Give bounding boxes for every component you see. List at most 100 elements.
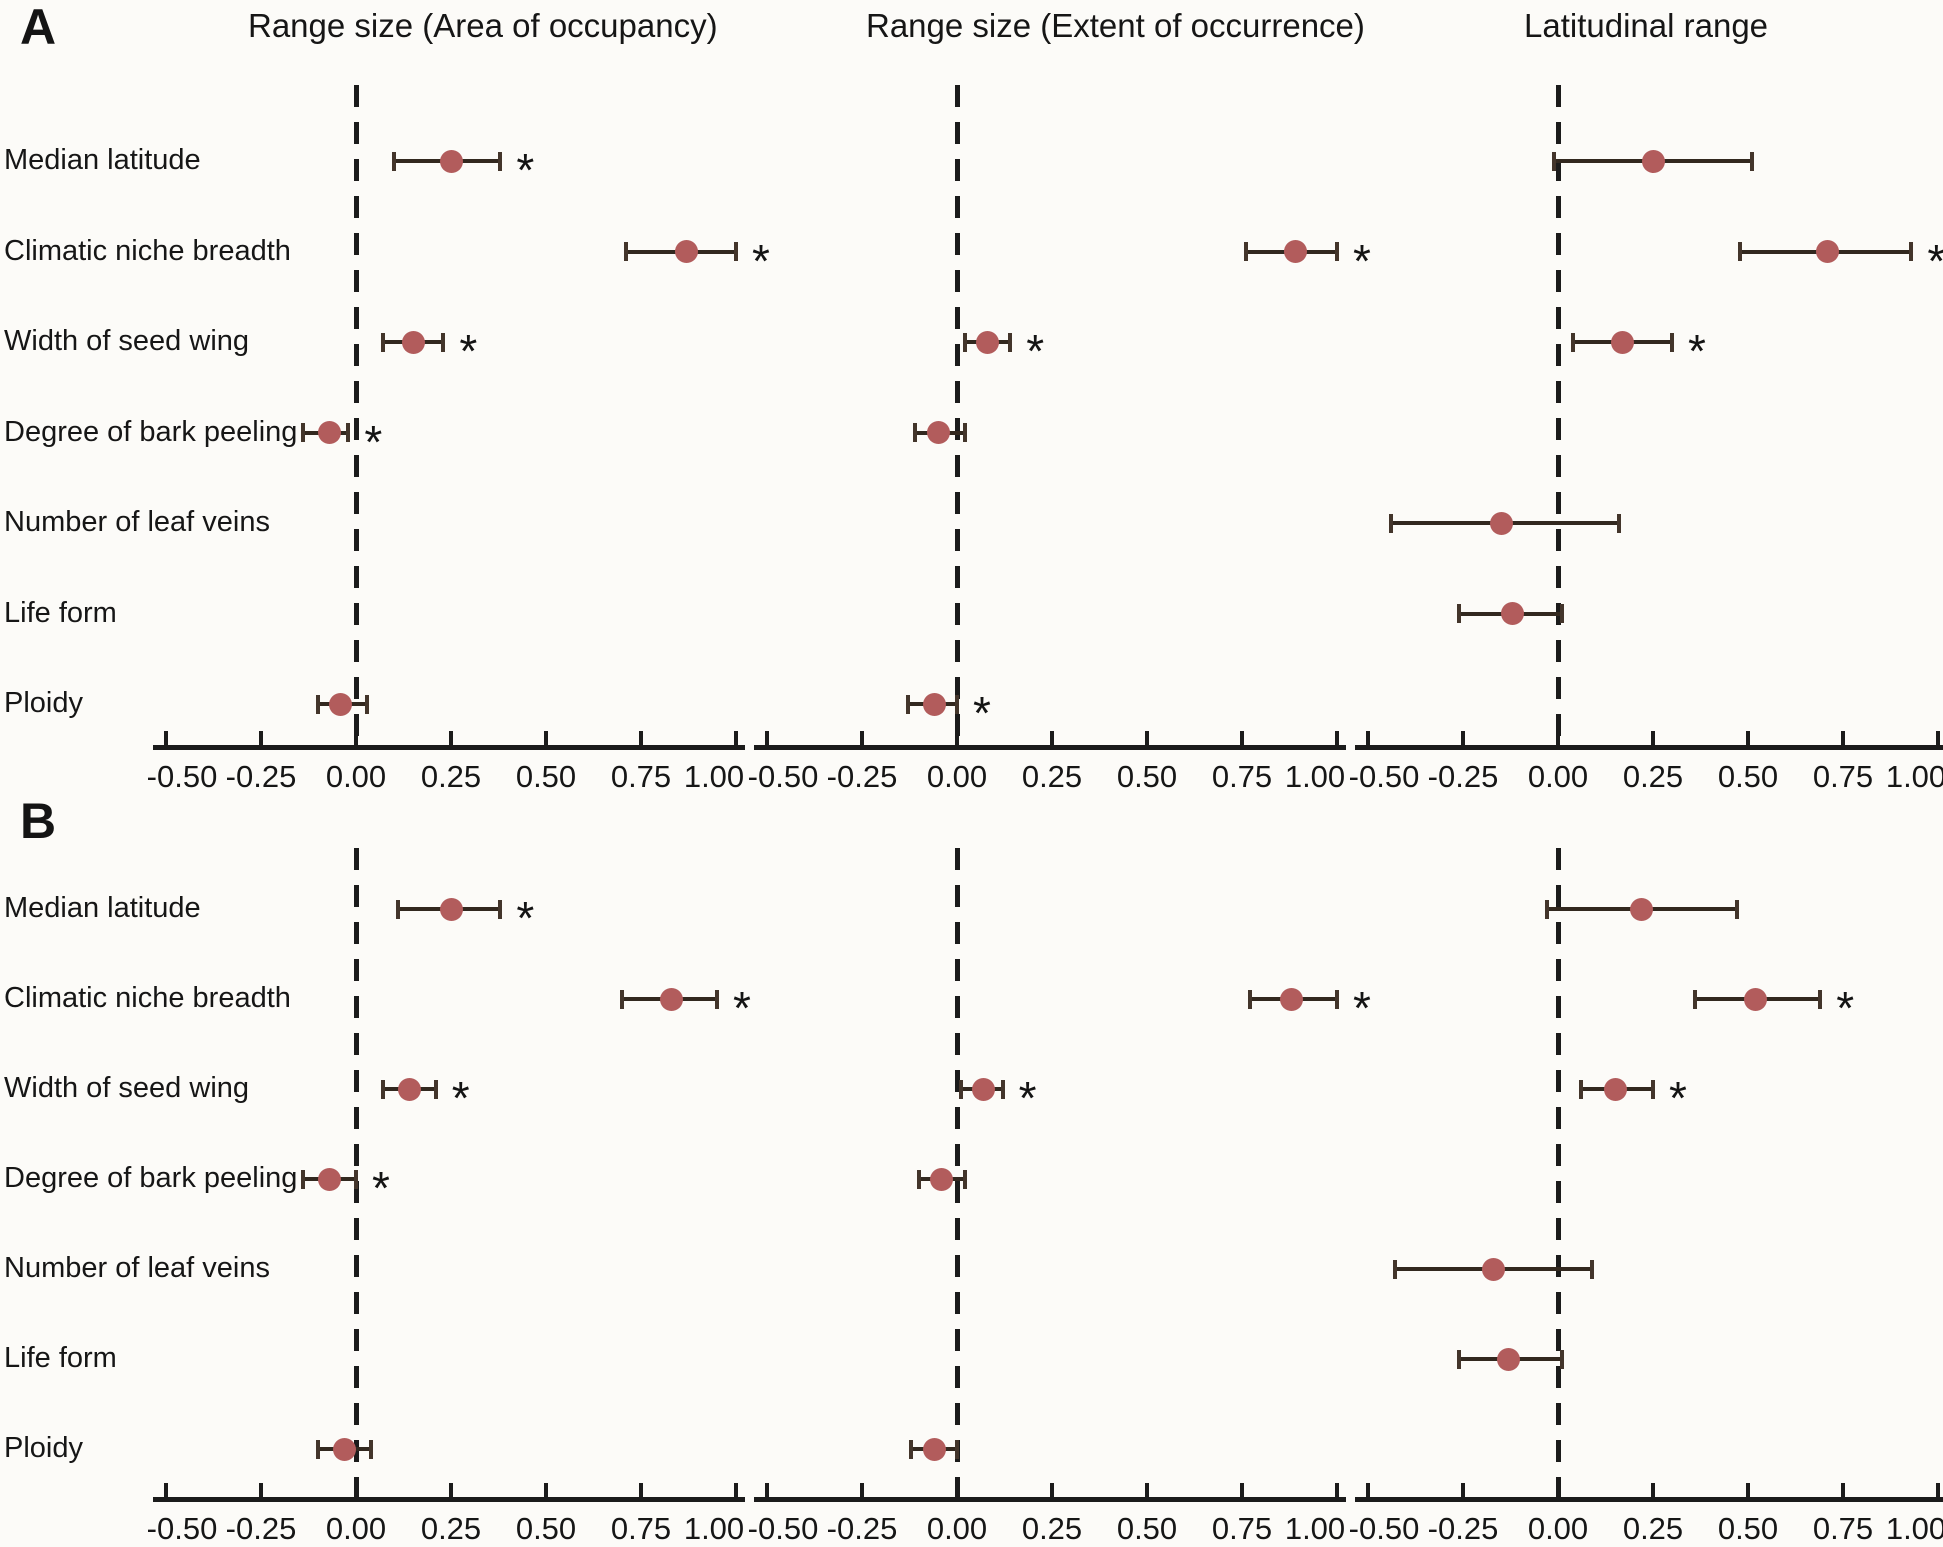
estimate-dot	[1611, 330, 1635, 354]
axis-tick-label: 0.25	[1622, 1511, 1684, 1546]
axis-tick-label: 0.25	[420, 759, 482, 794]
axis-tick-label: 0.50	[1116, 759, 1178, 794]
error-bar-cap-high	[346, 423, 351, 442]
axis-tick-label: 0.25	[1622, 759, 1684, 794]
significance-asterisk: *	[516, 144, 535, 196]
axis-tick-label: -0.25	[826, 1511, 898, 1546]
axis-tick	[1461, 1483, 1465, 1497]
axis-tick-label: -0.25	[225, 1511, 297, 1546]
axis-tick-label: 0.75	[1812, 759, 1874, 794]
estimate-dot	[1481, 1257, 1505, 1281]
axis-tick	[1841, 1483, 1845, 1497]
x-axis-line	[1355, 1497, 1943, 1502]
significance-asterisk: *	[516, 892, 535, 944]
significance-asterisk: *	[1018, 1072, 1037, 1124]
error-bar-cap-high	[354, 1169, 358, 1189]
error-bar-cap-high	[365, 694, 370, 714]
significance-asterisk: *	[451, 1072, 470, 1124]
error-bar-cap-high	[1559, 604, 1564, 623]
axis-tick	[354, 1483, 358, 1497]
axis-tick-label: -0.50	[1348, 759, 1420, 794]
axis-tick-label: 0.75	[1812, 1511, 1874, 1546]
error-bar-cap-low	[1457, 604, 1462, 623]
significance-asterisk: *	[1688, 325, 1706, 377]
significance-asterisk: *	[1927, 238, 1943, 284]
axis-tick-label: 1.00	[1284, 1511, 1346, 1546]
error-bar-cap-high	[1335, 989, 1339, 1009]
error-bar-cap-high	[498, 151, 503, 171]
axis-tick-label: 0.00	[926, 759, 988, 794]
error-bar-cap-high	[1749, 151, 1754, 171]
error-bar-cap-high	[441, 332, 446, 352]
row-label: Number of leaf veins	[4, 506, 270, 538]
error-bar-cap-high	[955, 1439, 959, 1459]
estimate-dot	[333, 1437, 357, 1461]
axis-tick-label: 1.00	[1885, 759, 1943, 794]
axis-tick	[955, 1483, 959, 1497]
axis-tick	[860, 1483, 864, 1497]
error-bar-cap-high	[962, 423, 967, 442]
axis-tick	[1240, 1483, 1244, 1497]
error-bar-cap-low	[316, 1439, 320, 1459]
axis-tick	[1936, 731, 1940, 745]
axis-tick	[1366, 731, 1370, 745]
error-bar-cap-high	[734, 242, 738, 261]
error-bar-cap-low	[1552, 151, 1557, 171]
error-bar-cap-high	[1559, 1349, 1564, 1369]
error-bar-cap-low	[913, 423, 918, 442]
error-bar-cap-high	[955, 694, 959, 714]
column-title-latitudinal-range: Latitudinal range	[1524, 7, 1769, 44]
axis-tick	[1335, 731, 1339, 745]
row-label: Width of seed wing	[4, 1072, 250, 1104]
axis-tick-label: -0.25	[225, 759, 297, 794]
estimate-dot	[1283, 240, 1307, 263]
axis-tick-label: -0.50	[146, 759, 218, 794]
error-bar-cap-low	[300, 1169, 305, 1189]
error-bar-cap-low	[380, 332, 385, 352]
axis-tick-label: 1.00	[683, 1511, 745, 1546]
estimate-dot	[659, 987, 683, 1011]
axis-tick-label: 0.50	[1717, 759, 1779, 794]
axis-tick-label: 0.50	[515, 1511, 577, 1546]
row-label: Degree of bark peeling	[4, 415, 298, 448]
error-bar-cap-low	[962, 332, 967, 352]
error-bar-cap-low	[392, 151, 396, 171]
estimate-dot	[1603, 1077, 1627, 1101]
error-bar-cap-low	[395, 899, 400, 919]
error-bar-cap-low	[1243, 242, 1248, 261]
error-bar-cap-low	[917, 1169, 921, 1189]
axis-tick	[639, 1483, 643, 1497]
error-bar-cap-high	[1909, 242, 1914, 261]
estimate-dot	[1279, 987, 1303, 1011]
axis-tick	[1841, 731, 1845, 745]
axis-tick-label: 0.00	[926, 1511, 988, 1546]
axis-tick	[544, 1483, 548, 1497]
estimate-dot	[1489, 511, 1513, 535]
error-bar-cap-high	[1335, 242, 1339, 261]
axis-tick-label: -0.25	[1427, 1511, 1499, 1546]
x-axis-line	[153, 745, 745, 750]
axis-tick	[259, 731, 263, 745]
axis-tick	[449, 1483, 453, 1497]
significance-asterisk: *	[459, 325, 478, 377]
error-bar-cap-high	[715, 989, 719, 1009]
axis-tick-label: 0.00	[325, 1511, 387, 1546]
estimate-dot	[439, 897, 463, 921]
axis-tick	[354, 731, 358, 745]
error-bar-cap-low	[316, 694, 320, 714]
row-label: Ploidy	[4, 1432, 83, 1464]
row-label: Median latitude	[4, 892, 201, 924]
error-bar-cap-low	[1544, 899, 1549, 919]
estimate-dot	[926, 421, 950, 444]
significance-asterisk: *	[364, 415, 383, 468]
axis-tick-label: 0.75	[1211, 759, 1273, 794]
estimate-dot	[397, 1077, 421, 1101]
axis-tick-label: 1.00	[683, 759, 745, 794]
axis-tick-label: -0.50	[747, 1511, 819, 1546]
axis-tick-label: 0.00	[1527, 1511, 1589, 1546]
axis-tick-label: 0.25	[420, 1511, 482, 1546]
error-bar-cap-high	[962, 1169, 967, 1189]
significance-asterisk: *	[733, 982, 751, 1034]
significance-asterisk: *	[372, 1162, 390, 1214]
